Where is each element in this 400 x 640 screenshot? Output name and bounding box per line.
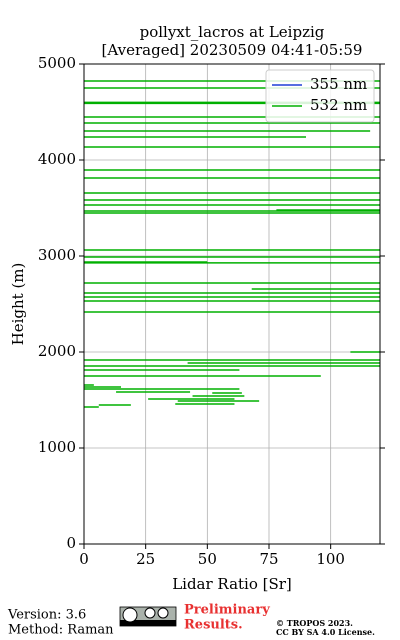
x-tick-label: 75 [259, 550, 278, 568]
cc-badge [119, 606, 177, 627]
y-tick-label: 0 [66, 534, 76, 552]
x-tick-label: 0 [79, 550, 89, 568]
x-axis-label: Lidar Ratio [Sr] [172, 575, 292, 593]
footer-status: Preliminary [184, 603, 270, 618]
footer-method: Method: Raman [8, 623, 114, 638]
chart-subtitle: [Averaged] 20230509 04:41-05:59 [102, 41, 363, 59]
footer-copyright: © TROPOS 2023. [276, 618, 353, 628]
y-tick-label: 1000 [38, 438, 76, 456]
y-tick-label: 2000 [38, 342, 76, 360]
data-line [84, 80, 380, 408]
x-tick-label: 100 [316, 550, 345, 568]
chart-title: pollyxt_lacros at Leipzig [140, 23, 325, 41]
y-tick-label: 3000 [38, 246, 76, 264]
footer-status: Results. [184, 618, 243, 633]
footer-copyright: CC BY SA 4.0 License. [276, 627, 375, 637]
plot-frame [83, 63, 381, 545]
legend: 355 nm 532 nm [265, 69, 375, 123]
legend-label: 355 nm [310, 75, 367, 93]
x-tick-label: 50 [198, 550, 217, 568]
y-axis-label: Height (m) [9, 263, 27, 346]
legend-label: 532 nm [310, 96, 367, 114]
y-tick-label: 4000 [38, 150, 76, 168]
y-tick-label: 5000 [38, 54, 76, 72]
footer-version: Version: 3.6 [7, 608, 86, 623]
legend-box [265, 69, 375, 123]
x-tick-label: 25 [136, 550, 155, 568]
